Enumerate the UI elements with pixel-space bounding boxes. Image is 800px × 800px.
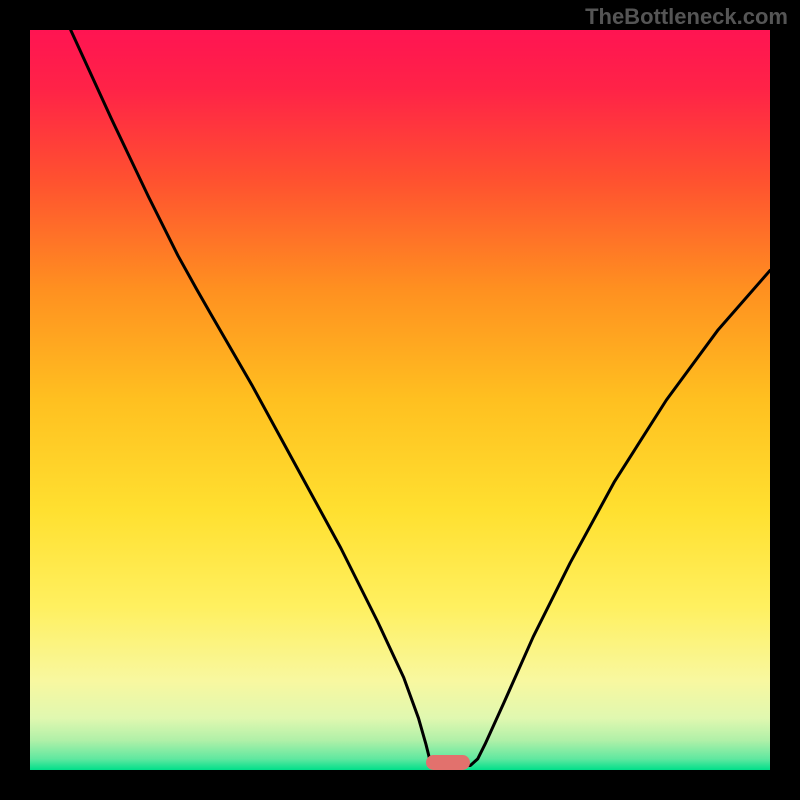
minimum-marker [426,755,470,770]
bottleneck-curve [71,30,770,766]
curve-layer [30,30,770,770]
watermark-text: TheBottleneck.com [585,4,788,30]
plot-area [30,30,770,770]
chart-container: { "watermark": "TheBottleneck.com", "wat… [0,0,800,800]
